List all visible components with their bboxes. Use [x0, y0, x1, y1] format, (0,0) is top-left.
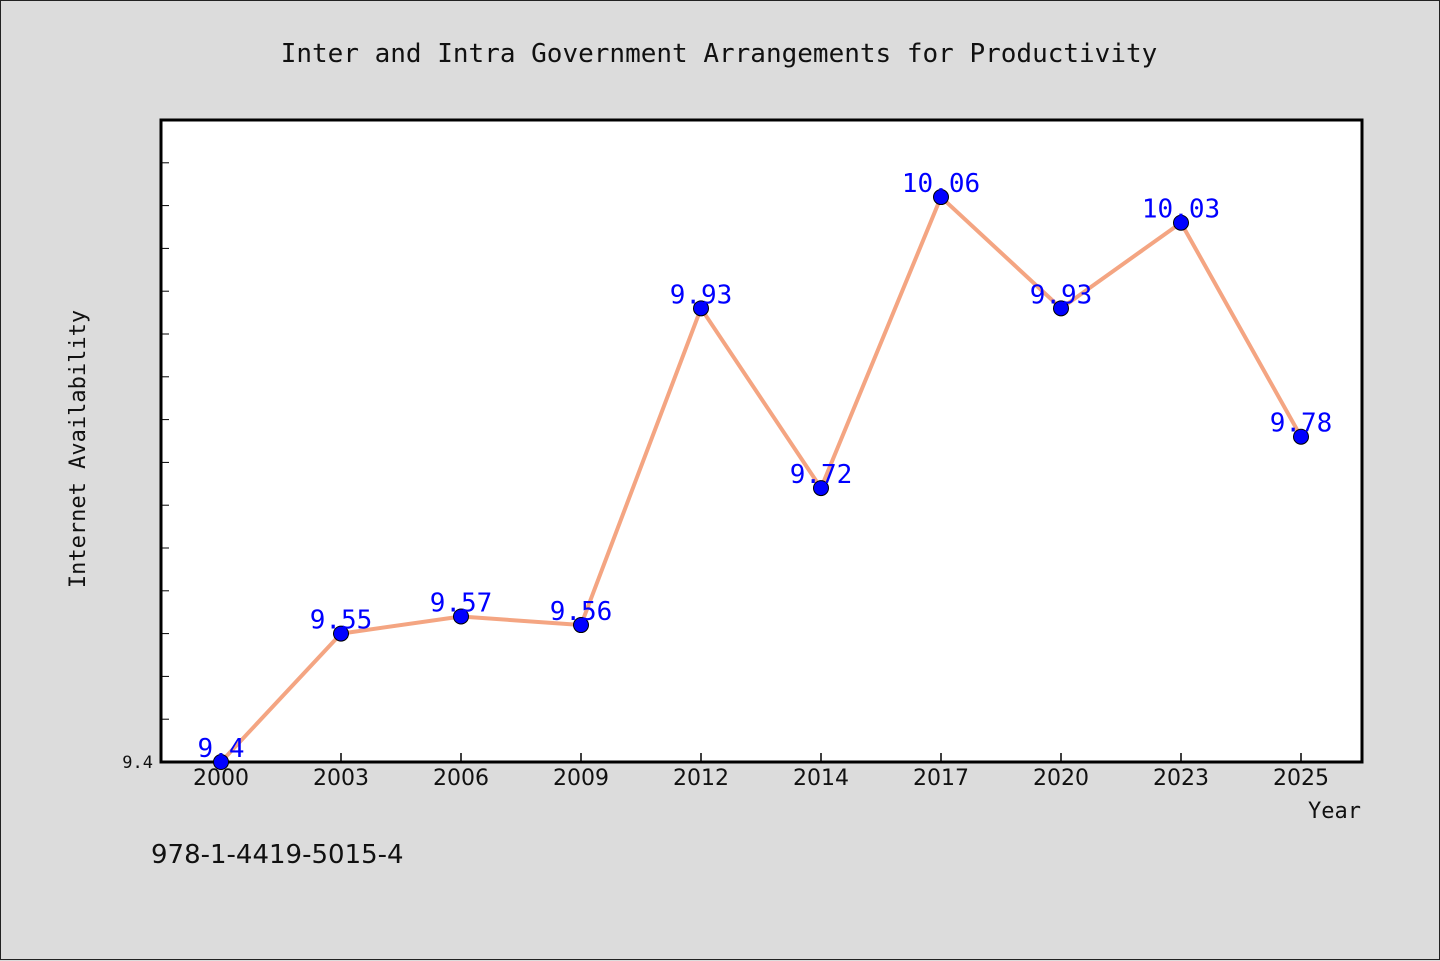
y-axis-minor-ticks: [161, 162, 169, 720]
data-point: [573, 617, 589, 634]
y-axis-ticks: 9.4: [122, 753, 153, 773]
data-point: [1293, 428, 1309, 445]
data-point: [693, 300, 709, 317]
chart-title: Inter and Intra Government Arrangements …: [281, 39, 1158, 69]
data-point: [813, 480, 829, 497]
x-tick-label: 2025: [1273, 766, 1329, 791]
isbn-annotation: 978-1-4419-5015-4: [151, 840, 404, 870]
data-label: 10.06: [902, 169, 980, 199]
data-label: 9.57: [430, 588, 493, 618]
x-axis-ticks: 2000 2003 2006 2009 2012 2014 2017 2020 2023 2025: [193, 753, 1329, 791]
data-point: [933, 189, 949, 206]
data-point: [453, 608, 469, 625]
data-point: [213, 754, 229, 770]
data-label: 9.55: [310, 606, 373, 636]
data-label: 9.78: [1270, 409, 1333, 439]
data-point: [1053, 300, 1069, 317]
x-axis-label: Year: [1308, 799, 1361, 824]
x-tick-label: 2000: [193, 766, 249, 791]
x-tick-label: 2017: [913, 766, 969, 791]
data-labels: 9.4 9.55 9.57 9.56 9.93 9.72 10.06 9.93 10.03 9.7…: [198, 169, 1333, 764]
y-axis-label: Internet Availability: [66, 310, 91, 588]
x-tick-label: 2023: [1153, 766, 1209, 791]
data-label: 9.93: [1030, 280, 1093, 310]
data-label: 9.72: [790, 460, 853, 490]
x-tick-label: 2006: [433, 766, 489, 791]
x-tick-label: 2012: [673, 766, 729, 791]
x-tick-label: 2003: [313, 766, 369, 791]
data-label: 10.03: [1142, 195, 1220, 225]
x-tick-label: 2020: [1033, 766, 1089, 791]
data-point: [333, 625, 349, 642]
plot-area: [159, 118, 1364, 764]
series-line: [219, 195, 1303, 764]
x-tick-label: 2014: [793, 766, 849, 791]
y-tick-label: 9.4: [122, 753, 153, 773]
data-label: 9.56: [550, 597, 613, 627]
data-point: [1173, 214, 1189, 231]
data-markers: [213, 189, 1309, 770]
data-label: 9.4: [198, 734, 245, 764]
data-label: 9.93: [670, 280, 733, 310]
x-tick-label: 2009: [553, 766, 609, 791]
